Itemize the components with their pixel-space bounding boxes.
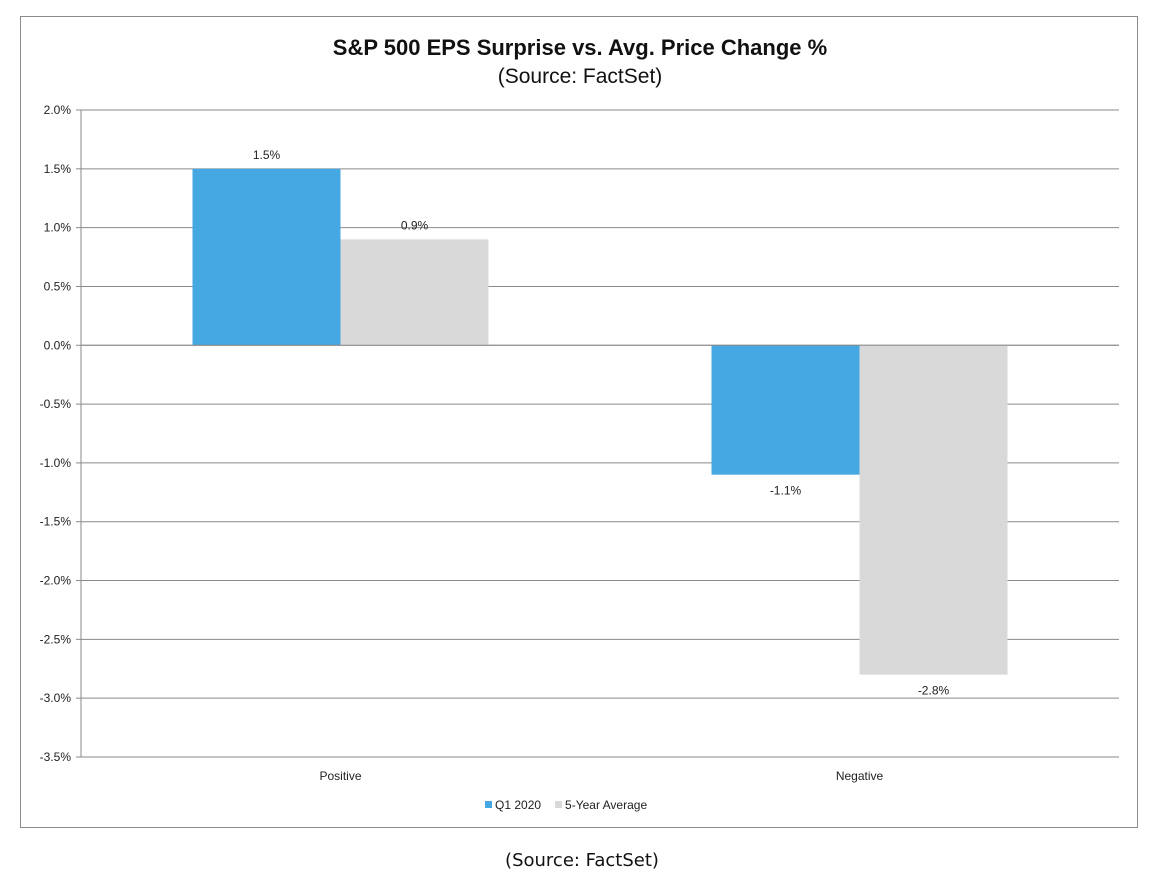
axes: 2.0% 1.5% 1.0% 0.5% 0.0% -0.5% -1.0% -1.5% -2.0%… [40,103,1119,783]
y-tick-label: 1.0% [44,221,72,235]
chart-svg: S&P 500 EPS Surprise vs. Avg. Price Chan… [40,35,1119,812]
legend-swatch [485,801,492,808]
y-tick-label: 1.5% [44,162,72,176]
x-tick-label: Negative [836,769,884,783]
bars [192,168,1008,675]
legend-label: Q1 2020 [495,798,541,812]
y-tick-label: -1.5% [40,515,72,529]
chart-frame: S&P 500 EPS Surprise vs. Avg. Price Chan… [20,16,1138,828]
y-tick-label: -0.5% [40,397,72,411]
y-tick-label: -3.5% [40,750,72,764]
bar [859,345,1008,675]
data-labels: 1.5% -1.1% 0.9% -2.8% [253,148,950,698]
y-tick-label: 2.0% [44,103,72,117]
x-tick-label: Positive [319,769,361,783]
y-tick-label: -2.5% [40,632,72,646]
bar [192,168,341,346]
legend-label: 5-Year Average [565,798,647,812]
figure-caption: (Source: FactSet) [505,850,659,871]
legend: Q1 2020 5-Year Average [485,798,647,812]
chart-title: S&P 500 EPS Surprise vs. Avg. Price Chan… [333,35,827,60]
chart-subtitle: (Source: FactSet) [498,65,663,88]
legend-swatch [555,801,563,808]
data-label: -1.1% [770,484,802,498]
data-label: -2.8% [918,684,950,698]
y-tick-label: -2.0% [40,574,72,588]
y-tick-label: 0.0% [44,338,72,352]
y-tick-label: -3.0% [40,691,72,705]
bar [340,239,489,346]
y-tick-label: 0.5% [44,279,72,293]
bar [711,345,860,475]
data-label: 0.9% [401,218,429,232]
data-label: 1.5% [253,148,281,162]
y-tick-label: -1.0% [40,456,72,470]
